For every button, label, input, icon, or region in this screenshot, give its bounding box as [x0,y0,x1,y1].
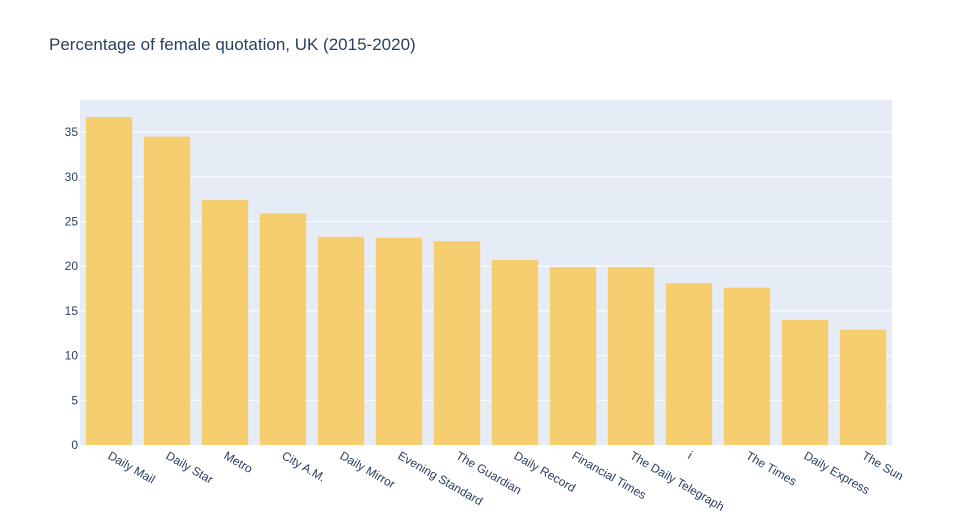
bar [259,213,307,445]
bar [723,287,771,445]
y-tick-label: 25 [65,215,79,229]
x-tick-label: The Times [744,448,800,488]
y-tick-label: 10 [65,349,79,363]
chart-title: Percentage of female quotation, UK (2015… [49,35,416,54]
x-tick-label: Daily Mirror [338,448,398,491]
y-tick-label: 20 [65,259,79,273]
bar [665,283,713,445]
y-axis: 0 5 10 15 20 25 30 35 [65,125,79,452]
bar [85,116,133,445]
bars [85,116,887,445]
bar [317,236,365,445]
x-tick-label: City A.M. [280,448,329,484]
x-tick-label: i [686,448,695,461]
x-tick-label: Daily Mail [106,448,158,486]
y-tick-label: 15 [65,304,79,318]
bar [607,267,655,445]
x-tick-label: Metro [222,448,256,476]
bar [549,267,597,445]
x-tick-label: The Daily Telegraph [628,448,727,513]
y-tick-label: 30 [65,170,79,184]
y-tick-label: 35 [65,125,79,139]
x-tick-label: Daily Star [164,448,216,486]
bar [781,319,829,445]
bar [433,241,481,445]
y-tick-label: 0 [71,438,78,452]
y-tick-label: 5 [71,393,78,407]
bar [491,259,539,445]
bar [143,136,191,445]
bar [375,237,423,445]
x-tick-label: The Sun [860,448,906,483]
bar [839,329,887,445]
bar [201,200,249,445]
x-axis: Daily Mail Daily Star Metro City A.M. Daily … [106,448,906,513]
